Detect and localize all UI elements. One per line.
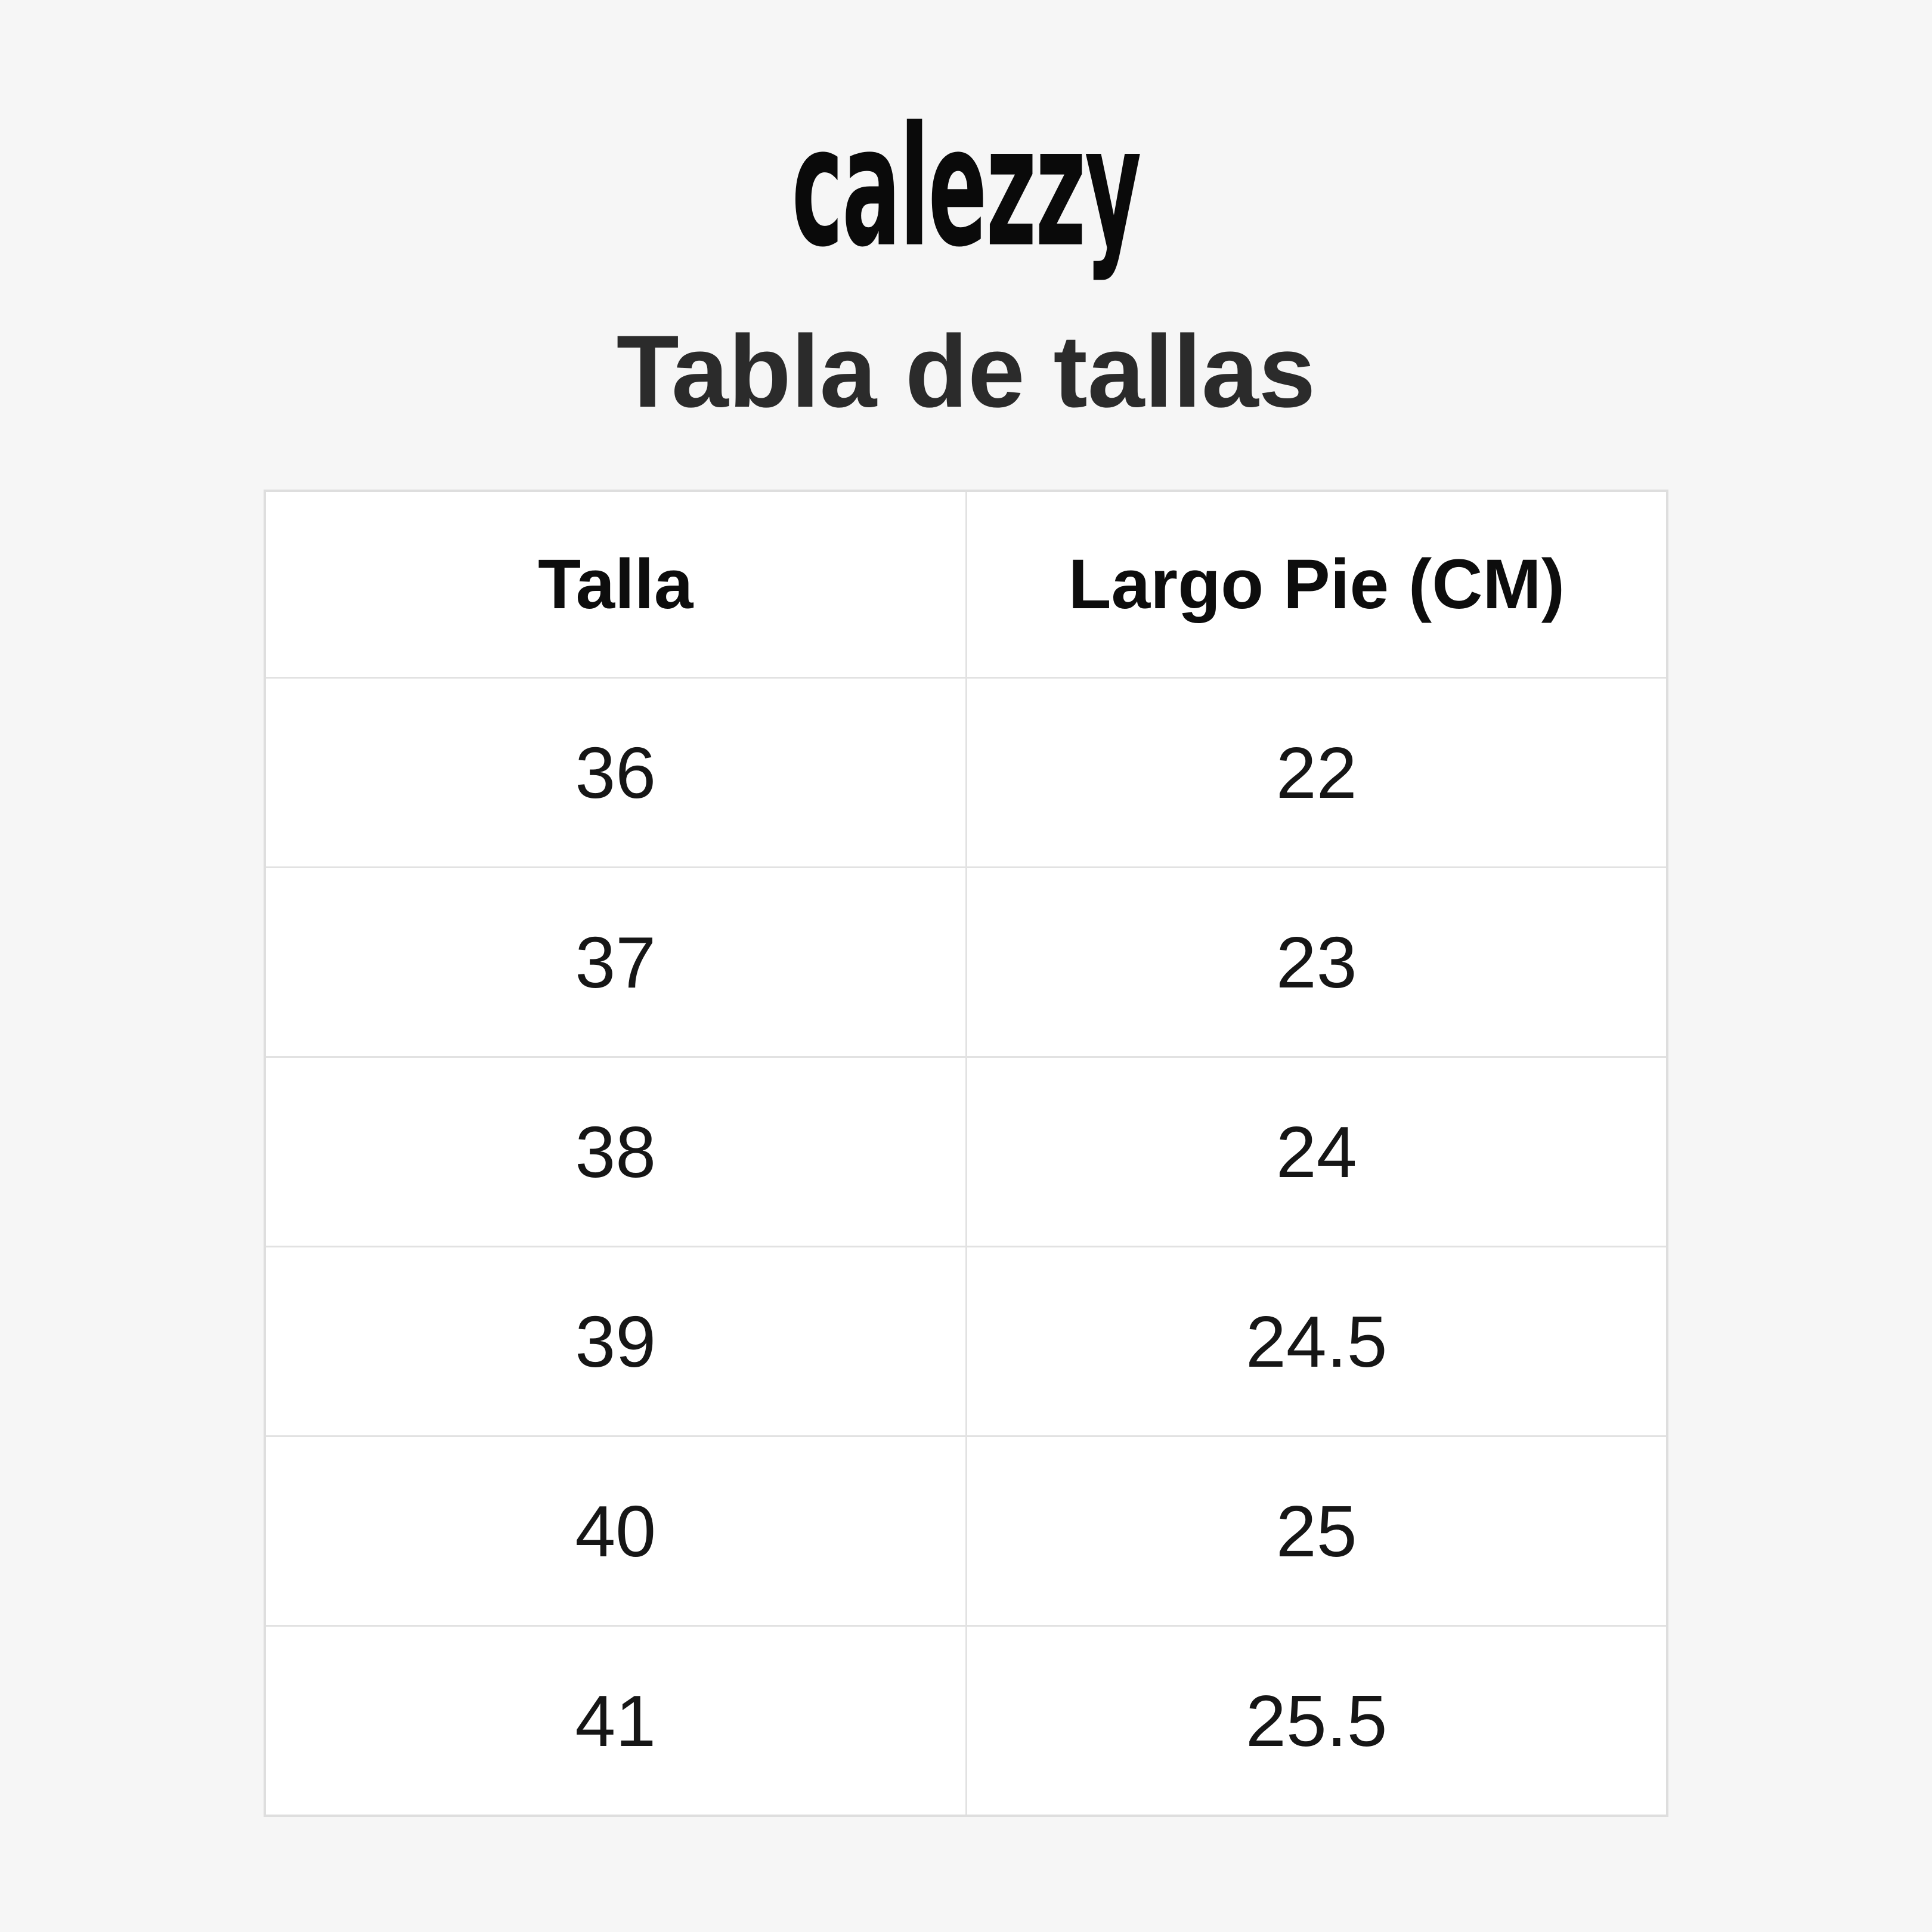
largo-pie-cell: 25 (965, 1435, 1668, 1627)
table-row: 38 24 (264, 1056, 1668, 1248)
talla-cell: 37 (264, 866, 967, 1058)
size-table-wrap: Talla Largo Pie (CM) 36 22 37 23 38 24 (0, 490, 1932, 1818)
talla-cell: 36 (264, 677, 967, 869)
table-header-row: Talla Largo Pie (CM) (264, 490, 1668, 679)
talla-cell: 40 (264, 1435, 967, 1627)
largo-pie-cell: 23 (965, 866, 1668, 1058)
largo-pie-cell: 24.5 (965, 1246, 1668, 1438)
page-title: Tabla de tallas (616, 314, 1316, 429)
table-row: 39 24.5 (264, 1246, 1668, 1438)
table-row: 40 25 (264, 1435, 1668, 1627)
talla-cell: 41 (264, 1625, 967, 1817)
column-header-talla: Talla (264, 490, 967, 679)
size-table: Talla Largo Pie (CM) 36 22 37 23 38 24 (264, 490, 1668, 1818)
talla-cell: 38 (264, 1056, 967, 1248)
table-row: 37 23 (264, 866, 1668, 1058)
brand-logo-wrap: calezzy (0, 98, 1932, 277)
table-row: 41 25.5 (264, 1625, 1668, 1817)
largo-pie-cell: 22 (965, 677, 1668, 869)
brand-logo: calezzy (791, 91, 1142, 284)
column-header-largo-pie: Largo Pie (CM) (965, 490, 1668, 679)
largo-pie-cell: 25.5 (965, 1625, 1668, 1817)
talla-cell: 39 (264, 1246, 967, 1438)
largo-pie-cell: 24 (965, 1056, 1668, 1248)
table-row: 36 22 (264, 677, 1668, 869)
